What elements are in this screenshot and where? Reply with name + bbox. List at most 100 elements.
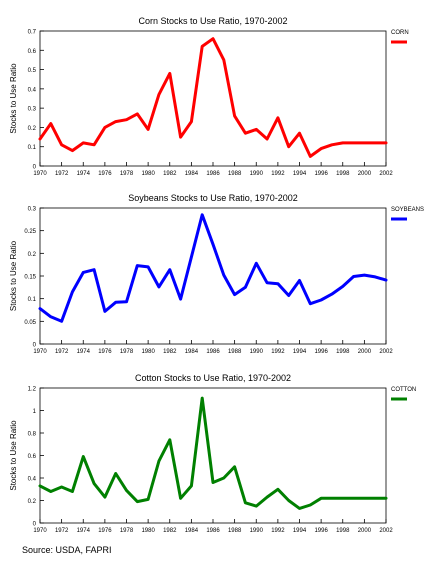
cotton-data-point (298, 507, 301, 510)
corn-data-point (136, 112, 139, 116)
corn-y-tick-label: 0.2 (28, 126, 37, 132)
corn-data-point (49, 122, 53, 125)
soybeans-x-tick-label: 1978 (120, 349, 134, 355)
corn-data-point (92, 143, 96, 146)
cotton-data-point (384, 497, 388, 500)
soybeans-y-axis-label: Stocks to Use Ratio (9, 240, 18, 311)
corn-y-tick-label: 0.7 (28, 30, 37, 36)
cotton-data-point (211, 481, 215, 484)
soybeans-x-tick-label: 1974 (77, 349, 91, 355)
corn-data-point (341, 141, 344, 145)
corn-series-line (38, 37, 388, 158)
corn-x-tick-label: 1996 (314, 171, 328, 177)
cotton-data-point (341, 497, 344, 500)
soybeans-data-point (60, 320, 63, 323)
soybeans-x-tick-label: 2000 (358, 349, 372, 355)
corn-x-tick-label: 2002 (379, 171, 393, 177)
soybeans-data-point (114, 301, 117, 304)
corn-x-tick-label: 1986 (206, 171, 220, 177)
cotton-x-tick-label: 1976 (98, 528, 112, 534)
corn-data-point (103, 126, 107, 129)
cotton-data-point (82, 455, 85, 458)
soybeans-x-tick-label: 1992 (271, 349, 285, 355)
soybeans-x-tick-label: 1980 (141, 349, 155, 355)
soybeans-data-point (136, 264, 139, 267)
soybeans-data-point (341, 285, 344, 288)
soybeans-data-point (233, 293, 236, 296)
soybeans-y-tick-label: 0.25 (24, 229, 36, 235)
soybeans-data-point (200, 213, 204, 216)
corn-data-point (265, 137, 269, 141)
soybeans-data-point (168, 268, 171, 271)
soybeans-series-line (38, 213, 388, 323)
soybeans-y-tick-label: 0.05 (24, 320, 36, 326)
soybeans-x-tick-label: 1998 (336, 349, 350, 355)
soybeans-data-point (125, 300, 128, 304)
corn-data-point (309, 155, 312, 158)
corn-y-tick-label: 0.6 (28, 49, 37, 55)
corn-data-point (222, 58, 226, 62)
cotton-x-tick-label: 1998 (336, 528, 350, 534)
soybeans-x-tick-label: 1988 (228, 349, 242, 355)
soybeans-plot-frame (39, 207, 387, 345)
corn-data-point (233, 114, 236, 118)
cotton-data-point (114, 472, 117, 475)
cotton-x-tick-label: 1986 (206, 528, 220, 534)
source-note: Source: USDA, FAPRI (22, 545, 112, 555)
cotton-data-point (373, 497, 377, 500)
soybeans-data-point (146, 265, 150, 269)
corn-x-tick-label: 1992 (271, 171, 285, 177)
soybeans-data-point (157, 285, 161, 289)
soybeans-data-point (179, 297, 182, 301)
cotton-x-tick-label: 1984 (185, 528, 199, 534)
corn-data-point (71, 149, 74, 152)
corn-chart-title: Corn Stocks to Use Ratio, 1970-2002 (138, 16, 287, 26)
soybeans-data-point (287, 294, 290, 297)
cotton-y-tick-label: 0.6 (28, 454, 37, 460)
corn-legend-label: CORN (391, 30, 409, 36)
corn-data-point (319, 147, 323, 150)
cotton-x-tick-label: 1972 (55, 528, 69, 534)
corn-x-tick-label: 1972 (55, 171, 69, 177)
soybeans-x-tick-label: 1982 (163, 349, 177, 355)
soybeans-x-tick-label: 2002 (379, 349, 393, 355)
soybeans-x-tick-label: 1984 (185, 349, 199, 355)
cotton-y-tick-label: 0 (33, 522, 37, 528)
cotton-data-point (179, 497, 182, 500)
corn-data-point (38, 137, 42, 141)
soybeans-data-point (222, 273, 226, 277)
corn-data-point (168, 72, 171, 75)
cotton-data-point (265, 495, 269, 499)
cotton-x-tick-label: 1970 (33, 528, 47, 534)
corn-data-point (384, 141, 388, 145)
corn-data-point (200, 45, 204, 48)
corn-y-axis-label: Stocks to Use Ratio (9, 63, 18, 134)
corn-data-point (255, 128, 258, 131)
corn-x-tick-label: 1976 (98, 171, 112, 177)
soybeans-data-point (255, 262, 258, 265)
cotton-data-point (330, 497, 334, 500)
soybeans-x-tick-label: 1970 (33, 349, 47, 355)
corn-data-point (146, 128, 150, 131)
cotton-data-point (49, 490, 53, 493)
cotton-x-tick-label: 1982 (163, 528, 177, 534)
soybeans-data-point (373, 275, 377, 279)
cotton-y-tick-label: 1.2 (28, 387, 37, 393)
soybeans-data-point (319, 298, 323, 302)
cotton-x-tick-label: 1994 (293, 528, 307, 534)
cotton-legend-label: COTTON (391, 387, 416, 393)
corn-data-point (276, 116, 280, 119)
cotton-data-point (92, 482, 96, 485)
corn-x-tick-label: 1970 (33, 171, 47, 177)
soybeans-data-point (352, 275, 355, 278)
soybeans-data-point (298, 279, 301, 282)
cotton-y-tick-label: 0.2 (28, 499, 37, 505)
corn-data-point (244, 132, 247, 135)
corn-x-tick-label: 1998 (336, 171, 350, 177)
cotton-data-point (71, 490, 74, 493)
corn-chart: Corn Stocks to Use Ratio, 1970-2002 0 0.1 0… (9, 16, 409, 177)
soybeans-data-point (330, 292, 334, 296)
soybeans-data-point (363, 273, 366, 277)
cotton-chart: Cotton Stocks to Use Ratio, 1970-2002 0 0.… (9, 373, 416, 534)
